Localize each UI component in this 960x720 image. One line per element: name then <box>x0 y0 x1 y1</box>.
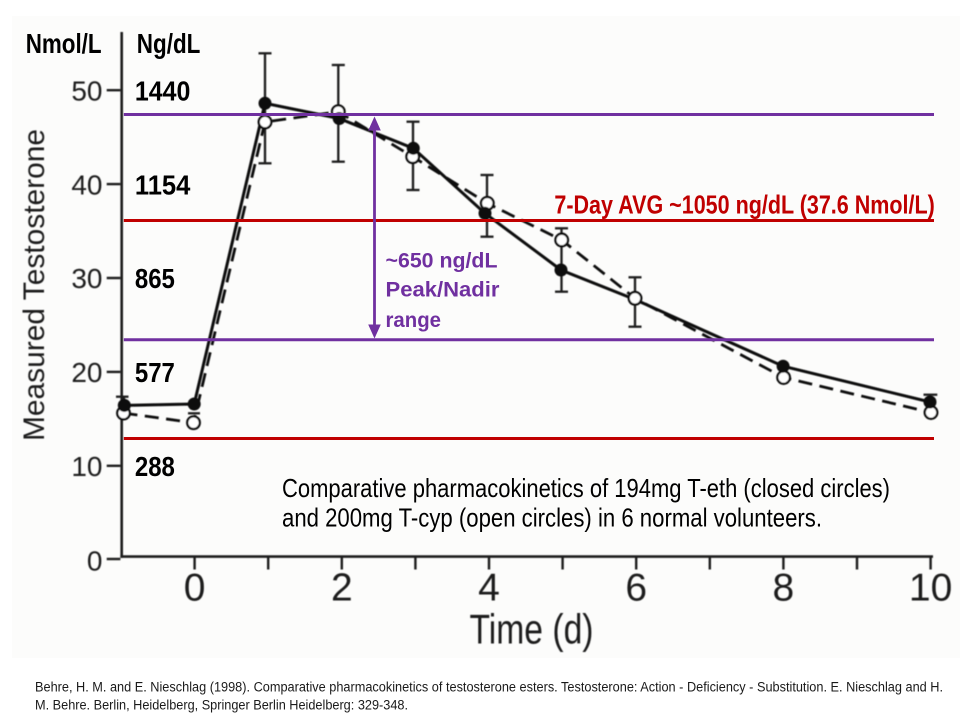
svg-text:Nmol/L: Nmol/L <box>26 28 102 59</box>
svg-text:M. Behre. Berlin, Heidelberg,: M. Behre. Berlin, Heidelberg, Springer B… <box>35 698 408 714</box>
svg-text:10: 10 <box>909 567 952 610</box>
svg-text:and 200mg T-cyp (open circles): and 200mg T-cyp (open circles) in 6 norm… <box>282 502 822 532</box>
svg-text:40: 40 <box>71 169 102 200</box>
svg-text:Ng/dL: Ng/dL <box>137 28 201 59</box>
svg-text:1440: 1440 <box>135 75 191 106</box>
svg-text:Time (d): Time (d) <box>470 606 594 653</box>
svg-text:8: 8 <box>773 567 795 610</box>
svg-text:Behre, H. M. and E. Nieschlag: Behre, H. M. and E. Nieschlag (1998). Co… <box>35 680 943 696</box>
svg-text:Measured Testosterone: Measured Testosterone <box>18 129 51 441</box>
svg-text:1154: 1154 <box>135 169 191 200</box>
svg-text:6: 6 <box>625 567 647 610</box>
svg-text:20: 20 <box>71 357 102 388</box>
svg-text:10: 10 <box>71 451 102 482</box>
svg-text:865: 865 <box>135 263 175 294</box>
svg-text:0: 0 <box>184 567 206 610</box>
svg-text:30: 30 <box>71 263 102 294</box>
svg-text:50: 50 <box>71 75 102 106</box>
svg-text:577: 577 <box>135 357 175 388</box>
svg-text:Peak/Nadir: Peak/Nadir <box>386 278 501 302</box>
svg-text:7-Day AVG ~1050 ng/dL (37.6 Nm: 7-Day AVG ~1050 ng/dL (37.6 Nmol/L) <box>554 189 934 219</box>
svg-text:288: 288 <box>135 451 175 482</box>
svg-text:~650 ng/dL: ~650 ng/dL <box>386 249 498 273</box>
svg-text:2: 2 <box>331 567 353 610</box>
svg-text:0: 0 <box>87 546 103 577</box>
svg-text:4: 4 <box>478 567 500 610</box>
svg-text:Comparative pharmacokinetics o: Comparative pharmacokinetics of 194mg T-… <box>282 473 890 503</box>
svg-text:range: range <box>386 308 442 332</box>
